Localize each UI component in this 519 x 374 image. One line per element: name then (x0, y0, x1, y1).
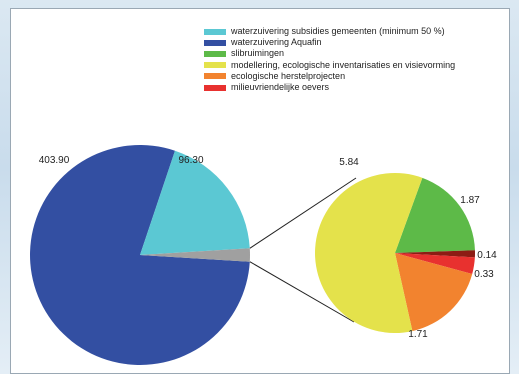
pie-slice (140, 248, 251, 262)
pie-slice (30, 144, 250, 365)
legend-label: modellering, ecologische inventarisaties… (231, 59, 456, 70)
data-label: 0.14 (477, 250, 497, 261)
chart-legend: waterzuivering subsidies gemeenten (mini… (204, 26, 455, 93)
legend-label: waterzuivering subsidies gemeenten (mini… (231, 26, 445, 36)
legend-item: ecologische herstelprojecten (204, 71, 455, 82)
legend-swatch (204, 28, 226, 35)
connector-lines (249, 177, 357, 323)
legend-item: modellering, ecologische inventarisaties… (204, 60, 455, 71)
legend-swatch (204, 84, 226, 91)
pie-slice (140, 150, 250, 255)
connector-line (249, 261, 355, 323)
data-labels: 403.90 96.30 1.87 0.14 0.33 1.71 5.84 (39, 155, 497, 340)
legend-swatch (204, 62, 226, 69)
data-label: 1.71 (408, 329, 428, 340)
pie-slice (395, 253, 475, 274)
detail-pie (315, 172, 475, 333)
legend-item: slibruimingen (204, 48, 455, 59)
data-label: 96.30 (178, 155, 203, 166)
pie-slice (395, 177, 475, 253)
data-label: 403.90 (39, 155, 70, 166)
legend-swatch (204, 73, 226, 80)
data-label: 1.87 (460, 195, 480, 206)
legend-swatch (204, 39, 226, 46)
connector-line (249, 177, 357, 249)
legend-item: waterzuivering subsidies gemeenten (mini… (204, 26, 455, 37)
legend-label: slibruimingen (231, 48, 285, 59)
pie-slice (395, 250, 475, 258)
legend-swatch (204, 51, 226, 57)
legend-item: waterzuivering Aquafin (204, 37, 455, 48)
data-label: 0.33 (474, 269, 494, 280)
legend-item: milieuvriendelijke oevers (204, 82, 455, 93)
data-label: 5.84 (339, 157, 359, 168)
legend-label: waterzuivering Aquafin (231, 37, 322, 48)
pie-slice (395, 253, 473, 332)
main-pie (30, 144, 251, 365)
pie-slice (315, 172, 423, 333)
legend-label: ecologische herstelprojecten (231, 70, 346, 81)
legend-label: milieuvriendelijke oevers (231, 82, 330, 93)
